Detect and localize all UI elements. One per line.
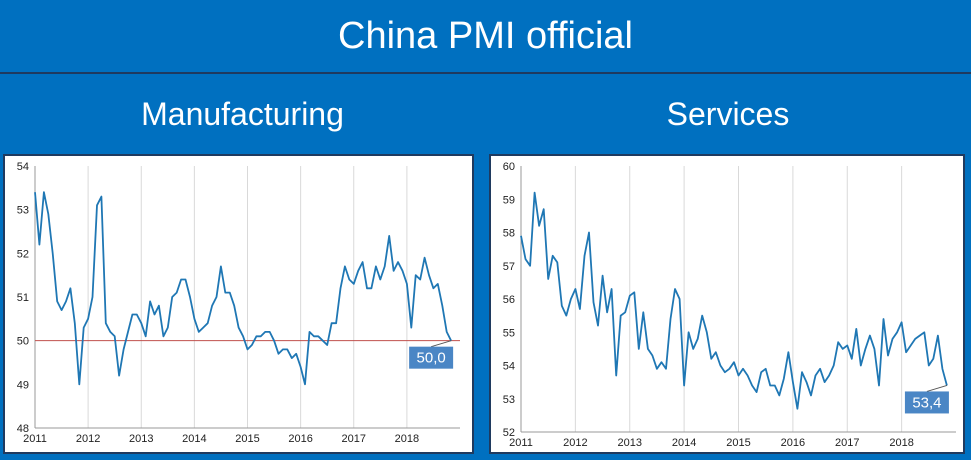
x-tick-label: 2017 [342, 433, 366, 445]
y-tick-label: 50 [17, 336, 29, 348]
last-value-label: 53,4 [912, 394, 941, 411]
page-title: China PMI official [338, 15, 633, 57]
series-line [520, 191, 948, 410]
series-line [34, 191, 452, 386]
title-divider [0, 72, 971, 74]
x-tick-label: 2012 [76, 433, 100, 445]
label-leader [430, 340, 452, 348]
x-tick-label: 2013 [129, 433, 153, 445]
x-tick-label: 2015 [235, 433, 259, 445]
x-tick-label: 2011 [509, 437, 533, 449]
y-tick-label: 60 [503, 161, 515, 173]
last-value-box [409, 346, 454, 369]
services-subtitle: Services [666, 96, 790, 132]
x-tick-label: 2018 [889, 437, 913, 449]
x-tick-label: 2016 [781, 437, 805, 449]
x-tick-label: 2018 [395, 433, 419, 445]
x-tick-label: 2014 [182, 433, 206, 445]
last-value-label: 50,0 [417, 350, 446, 367]
manufacturing-chart: 2011 2012 2013 2014 2015 2016 2017 2018 48 49 50 51… [17, 161, 460, 445]
y-tick-label: 51 [17, 292, 29, 304]
y-tick-label: 55 [503, 327, 515, 339]
y-tick-label: 57 [503, 261, 515, 273]
y-tick-label: 54 [503, 361, 515, 373]
x-tick-label: 2014 [672, 437, 696, 449]
y-tick-label: 58 [503, 228, 515, 240]
services-chart: 2011 2012 2013 2014 2015 2016 2017 2018 52 53 54 55… [503, 161, 956, 449]
last-value-box [904, 391, 949, 414]
y-tick-label: 56 [503, 294, 515, 306]
label-leader [926, 384, 948, 392]
y-tick-label: 54 [17, 161, 29, 173]
y-tick-label: 53 [503, 394, 515, 406]
y-tick-label: 52 [17, 248, 29, 260]
y-tick-label: 53 [17, 205, 29, 217]
x-tick-label: 2016 [288, 433, 312, 445]
manufacturing-subtitle: Manufacturing [141, 96, 344, 132]
y-tick-label: 49 [17, 379, 29, 391]
manufacturing-chart-panel: 2011 2012 2013 2014 2015 2016 2017 2018 48 49 50 51… [3, 154, 474, 454]
x-tick-label: 2015 [726, 437, 750, 449]
x-tick-label: 2017 [835, 437, 859, 449]
x-tick-label: 2012 [563, 437, 587, 449]
y-tick-label: 59 [503, 194, 515, 206]
y-tick-label: 48 [17, 423, 29, 435]
services-chart-panel: 2011 2012 2013 2014 2015 2016 2017 2018 52 53 54 55… [489, 154, 965, 454]
x-tick-label: 2011 [23, 433, 47, 445]
y-tick-label: 52 [503, 427, 515, 439]
x-tick-label: 2013 [618, 437, 642, 449]
